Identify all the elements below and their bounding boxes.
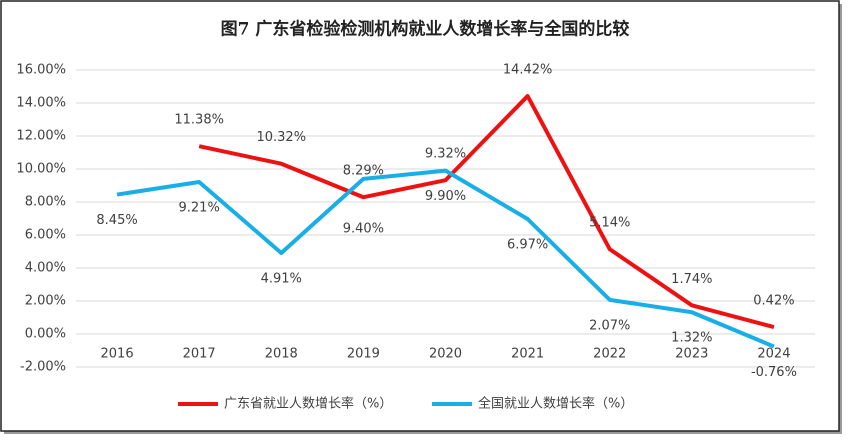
series-line (198, 94, 775, 330)
x-tick-label: 2017 (183, 347, 216, 362)
data-label: 4.91% (261, 271, 302, 286)
x-tick-label: 2024 (757, 347, 790, 362)
y-tick-label: 12.00% (16, 129, 66, 144)
data-label: 9.40% (343, 221, 384, 236)
x-tick-label: 2023 (675, 347, 708, 362)
y-tick-label: 2.00% (25, 294, 66, 309)
data-label: 10.32% (256, 130, 306, 145)
y-tick-label: -2.00% (20, 360, 66, 375)
data-label: 11.38% (174, 113, 224, 128)
legend-label: 广东省就业人数增长率（%） (224, 396, 392, 412)
data-label: 2.07% (589, 318, 630, 333)
legend-label: 全国就业人数增长率（%） (478, 396, 633, 412)
chart-title: 图7 广东省检验检测机构就业人数增长率与全国的比较 (221, 19, 630, 40)
data-label: 9.32% (425, 147, 466, 162)
x-tick-label: 2021 (511, 347, 544, 362)
data-label: 0.42% (753, 294, 794, 309)
frame (0, 0, 840, 432)
x-tick-label: 2022 (593, 347, 626, 362)
data-label: 6.97% (507, 237, 548, 252)
y-tick-label: 0.00% (25, 327, 66, 342)
y-tick-label: 4.00% (25, 261, 66, 276)
data-label: 1.32% (671, 331, 712, 346)
data-label: 9.90% (425, 189, 466, 204)
data-label: 1.74% (671, 272, 712, 287)
x-tick-label: 2018 (265, 347, 298, 362)
y-tick-label: 10.00% (16, 162, 66, 177)
data-label: -0.76% (751, 365, 797, 380)
data-label: 8.29% (343, 164, 384, 179)
data-label: 5.14% (589, 216, 630, 231)
x-tick-label: 2020 (429, 347, 462, 362)
data-label: 8.45% (96, 213, 137, 228)
series-line (116, 168, 775, 349)
y-tick-label: 16.00% (16, 63, 66, 78)
x-tick-label: 2019 (347, 347, 380, 362)
data-label: 9.21% (179, 201, 220, 216)
data-label: 14.42% (503, 63, 553, 78)
y-tick-label: 14.00% (16, 96, 66, 111)
x-tick-label: 2016 (101, 347, 134, 362)
y-tick-label: 8.00% (25, 195, 66, 210)
y-tick-label: 6.00% (25, 228, 66, 243)
